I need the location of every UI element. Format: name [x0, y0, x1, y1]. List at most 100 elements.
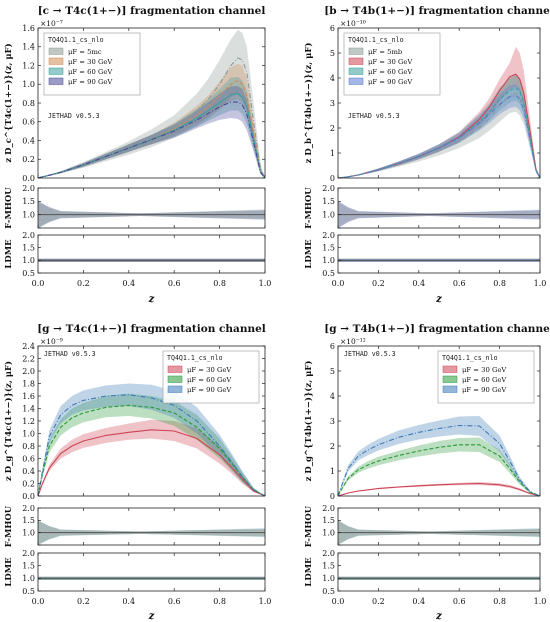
- chart-panel-2: [b → T4b(1+−)] fragmentation channel ×10⁻…: [303, 5, 550, 305]
- series-band-2: [38, 63, 265, 178]
- x-tick-label: 0.6: [453, 279, 466, 288]
- x-axis-label: z: [435, 294, 442, 305]
- ratio-tick-label: 2.0: [322, 231, 335, 240]
- legend-swatch: [442, 375, 458, 383]
- ratio-tick-label: 1.0: [22, 574, 35, 583]
- fmhou-ratio-panel: 1.0 1.5 2.0 F-MHOU: [4, 504, 266, 547]
- ratio-tick-label: 0.5: [322, 587, 335, 596]
- legend-swatch: [48, 57, 64, 65]
- y-tick-label: 5: [330, 49, 335, 58]
- y-tick-label: 0.0: [22, 492, 35, 501]
- ratio-tick-label: 1.5: [322, 561, 335, 570]
- legend-title: TQ4Q1.1_cs_nlo: [348, 36, 404, 44]
- ratio-tick-label: 1.0: [322, 210, 335, 219]
- legend: TQ4Q1.1_cs_nlo μF = 5mc μF = 30 GeV μF = 60…: [43, 32, 141, 96]
- legend-entry: μF = 60 GeV: [187, 376, 232, 384]
- x-tick-label: 0.0: [332, 597, 345, 606]
- ratio-tick-label: 2.0: [322, 504, 335, 513]
- x-tick-label: 0.4: [412, 597, 425, 606]
- series-line-3: [338, 424, 540, 496]
- legend-entry: μF = 30 GeV: [462, 366, 507, 374]
- series-line-2: [338, 444, 540, 496]
- legend-box: [162, 350, 260, 404]
- legend-swatch: [348, 47, 364, 55]
- x-tick-label: 0.0: [32, 279, 45, 288]
- y-axis-label: z D_g^{T4b(1+−)}(z, μF): [303, 361, 314, 482]
- ratio-tick-label: 2.0: [22, 549, 35, 558]
- series-band-2: [38, 393, 265, 496]
- ldme-ratio-panel: 0.5 1.0 1.5 2.0 LDME: [4, 231, 266, 278]
- y-tick-label: 1.0: [22, 80, 35, 89]
- version-annotation: JETHAD v0.5.3: [348, 112, 400, 120]
- legend-swatch: [348, 57, 364, 65]
- series-band-3: [38, 76, 265, 178]
- plot-area: [38, 29, 265, 178]
- legend-entry: μF = 30 GeV: [68, 58, 113, 66]
- ratio-tick-label: 2.0: [22, 504, 35, 513]
- legend-entry: μF = 5mb: [368, 48, 403, 56]
- legend-entry: μF = 90 GeV: [187, 386, 232, 394]
- legend-swatch: [48, 67, 64, 75]
- y-tick-label: 1.8: [22, 379, 35, 388]
- x-axis-label: z: [148, 611, 155, 622]
- axis-exponent: ×10⁻⁷: [40, 19, 63, 28]
- plot-area: [38, 383, 265, 496]
- legend-swatch: [348, 77, 364, 85]
- ratio-frame: [337, 552, 541, 592]
- ratio-axis-label: F-MHOU: [4, 505, 14, 547]
- y-tick-label: 0.4: [22, 136, 35, 145]
- y-axis-label: z D_g^{T4c(1+−)}(z, μF): [3, 361, 14, 481]
- y-tick-label: 2.4: [22, 342, 35, 351]
- y-tick-label: 0: [330, 174, 335, 183]
- ratio-axis-label: F-MHOU: [304, 187, 314, 229]
- x-tick-label: 1.0: [534, 597, 547, 606]
- ratio-tick-label: 1.5: [22, 243, 35, 252]
- x-tick-label: 0.2: [372, 597, 385, 606]
- ratio-tick-label: 0.5: [22, 269, 35, 278]
- chart-title: [g → T4c(1+−)] fragmentation channel: [37, 323, 266, 335]
- ratio-tick-label: 1.5: [322, 197, 335, 206]
- ratio-axis-label: F-MHOU: [304, 505, 314, 547]
- x-tick-label: 0.8: [493, 279, 506, 288]
- ratio-tick-label: 1.0: [322, 574, 335, 583]
- chart-title: [g → T4b(1+−)] fragmentation channel: [324, 323, 550, 335]
- y-tick-label: 1.2: [22, 417, 35, 426]
- x-tick-label: 0.2: [77, 279, 90, 288]
- y-tick-label: 3: [330, 417, 335, 426]
- legend-entry: μF = 90 GeV: [68, 78, 113, 86]
- y-tick-label: 1.6: [22, 24, 35, 33]
- ratio-tick-label: 2.0: [322, 184, 335, 193]
- legend: TQ4Q1.1_cs_nlo μF = 5mb μF = 30 GeV μF = 60…: [343, 32, 441, 96]
- y-tick-label: 1.6: [22, 392, 35, 401]
- ratio-tick-label: 2.0: [22, 184, 35, 193]
- ratio-axis-label: LDME: [4, 239, 14, 269]
- y-tick-label: 2.2: [22, 354, 35, 363]
- series-line-3: [38, 394, 265, 496]
- legend-swatch: [167, 365, 183, 373]
- axis-exponent: ×10⁻¹⁰: [340, 19, 366, 28]
- chart-title: [b → T4b(1+−)] fragmentation channel: [324, 5, 550, 17]
- y-axis-label: z D_c^{T4c(1+−)}(z, μF): [3, 43, 14, 162]
- series-band-1: [38, 419, 265, 496]
- y-tick-label: 1.4: [22, 43, 35, 52]
- y-axis-label: z D_b^{T4b(1+−)}(z, μF): [303, 43, 314, 164]
- ratio-tick-label: 1.0: [22, 528, 35, 537]
- y-tick-label: 5: [330, 367, 335, 376]
- ldme-ratio-panel: 0.5 1.0 1.5 2.0 LDME: [304, 549, 541, 596]
- legend-swatch: [167, 375, 183, 383]
- y-tick-label: 3: [330, 99, 335, 108]
- series-band-2: [338, 437, 540, 496]
- y-tick-label: 1.2: [22, 61, 35, 70]
- x-tick-label: 0.8: [493, 597, 506, 606]
- series-band-3: [338, 416, 540, 496]
- version-annotation: JETHAD v0.5.3: [44, 350, 96, 358]
- y-tick-label: 6: [330, 24, 335, 33]
- y-tick-label: 0.2: [22, 479, 35, 488]
- ratio-frame: [37, 234, 266, 274]
- x-tick-label: 0.6: [453, 597, 466, 606]
- ratio-tick-label: 2.0: [322, 549, 335, 558]
- chart-panel-4: [g → T4b(1+−)] fragmentation channel ×10⁻…: [303, 323, 550, 622]
- ratio-axis-label: F-MHOU: [4, 187, 14, 229]
- plot-area: [338, 46, 540, 178]
- x-axis-label: z: [435, 611, 442, 622]
